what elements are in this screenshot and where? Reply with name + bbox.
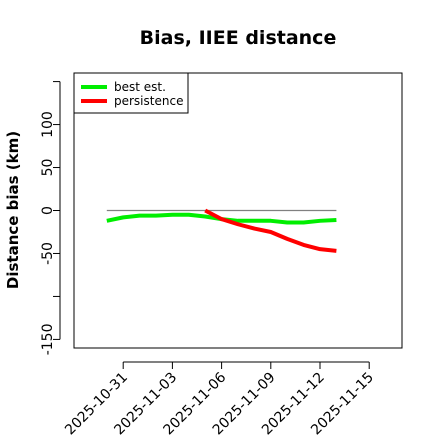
x-axis: 2025-10-312025-11-032025-11-062025-11-09…	[62, 361, 377, 438]
y-tick-label: 100	[40, 111, 56, 138]
y-tick-label: -150	[40, 324, 56, 356]
y-tick-label: 50	[40, 159, 56, 177]
legend-box	[73, 72, 189, 114]
plot-area	[106, 208, 337, 253]
plot-frame	[73, 72, 403, 349]
series-line-persistence	[204, 208, 337, 253]
y-tick-label: 0	[40, 206, 56, 215]
legend-label: persistence	[114, 94, 183, 108]
y-axis-label: Distance bias (km)	[4, 131, 22, 289]
y-axis: -150 -50 0 50 100	[40, 81, 61, 356]
y-tick-label: -50	[40, 242, 56, 265]
chart-title: Bias, IIEE distance	[140, 27, 337, 49]
legend: best est.persistence	[73, 72, 189, 114]
legend-label: best est.	[114, 80, 166, 94]
